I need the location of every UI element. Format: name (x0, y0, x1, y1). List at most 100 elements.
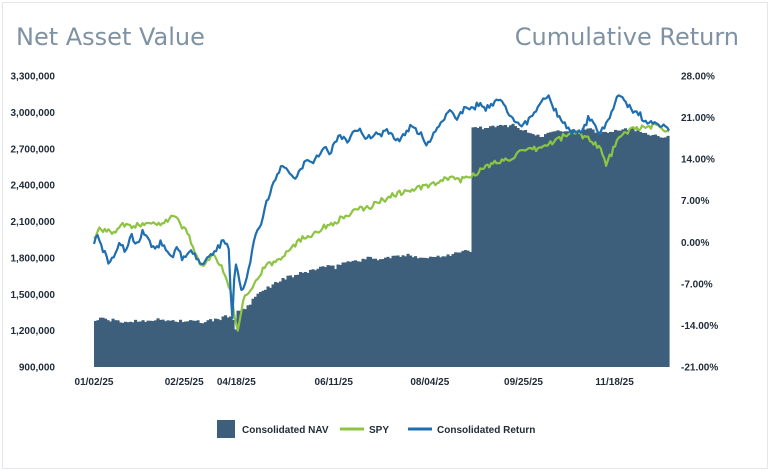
nav-bar (516, 128, 520, 367)
nav-bar (94, 320, 98, 367)
y-right-tick-label: 14.00% (681, 155, 715, 166)
nav-bar (206, 320, 210, 367)
y-left-tick-label: 900,000 (19, 363, 56, 374)
nav-bar (371, 258, 375, 367)
nav-bar (194, 320, 198, 367)
nav-bar (291, 277, 295, 367)
y-left-tick-label: 1,800,000 (11, 253, 56, 264)
nav-bar (416, 258, 420, 367)
nav-bar (246, 305, 250, 367)
nav-bar (181, 322, 185, 367)
nav-bar (566, 131, 570, 367)
y-right-tick-label: -14.00% (681, 321, 718, 332)
nav-bar (466, 250, 470, 367)
nav-bar (629, 127, 633, 368)
nav-bar (266, 286, 270, 367)
nav-bar (226, 317, 230, 367)
nav-bar (594, 132, 598, 367)
nav-bar (506, 127, 510, 368)
nav-bar (616, 130, 620, 367)
nav-bar (501, 125, 505, 368)
nav-bar (589, 128, 593, 367)
nav-bar (646, 134, 650, 367)
nav-bar (151, 320, 155, 367)
nav-bar (381, 259, 385, 367)
nav-bar (436, 255, 440, 367)
nav-bar (149, 320, 153, 367)
nav-bar (384, 257, 388, 367)
nav-bar (244, 309, 248, 367)
nav-bar (271, 284, 275, 367)
nav-bar (136, 321, 140, 367)
nav-bar (251, 298, 255, 367)
nav-bar (114, 320, 118, 367)
nav-bar (401, 255, 405, 367)
nav-bar (509, 125, 513, 367)
nav-bar (186, 321, 190, 367)
nav-bar (661, 137, 665, 367)
nav-bar (536, 134, 540, 367)
nav-bar (486, 128, 490, 367)
nav-bar (101, 317, 105, 367)
nav-bar (239, 310, 243, 367)
nav-bar (449, 255, 453, 367)
nav-bar (329, 265, 333, 367)
nav-bar (269, 287, 273, 367)
nav-bar (609, 131, 613, 367)
nav-bar (426, 258, 430, 367)
nav-bar (119, 322, 123, 367)
nav-bar (336, 264, 340, 367)
y-right-tick-label: 21.00% (681, 113, 715, 124)
nav-bar (611, 132, 615, 367)
nav-bar (279, 281, 283, 367)
consolidated-return-line (92, 94, 670, 320)
nav-bar (231, 319, 235, 367)
nav-bar (659, 137, 663, 367)
nav-bar (601, 131, 605, 367)
nav-bar (576, 131, 580, 367)
nav-bar (649, 135, 653, 367)
nav-bar (346, 261, 350, 367)
nav-bar (184, 321, 188, 367)
nav-bar (211, 321, 215, 367)
nav-bar (126, 322, 130, 367)
nav-bar (276, 282, 280, 367)
nav-bar (619, 130, 623, 367)
nav-bar (599, 133, 603, 367)
nav-bar (356, 261, 360, 367)
nav-bar (666, 135, 670, 367)
nav-bar (474, 127, 478, 368)
nav-bar (284, 279, 288, 367)
nav-bar (484, 127, 488, 368)
nav-bar (309, 269, 313, 367)
nav-bar (456, 252, 460, 367)
y-right-tick-label: 7.00% (681, 196, 709, 207)
nav-bar (561, 131, 565, 367)
nav-bar (454, 252, 458, 367)
y-left-tick-label: 1,500,000 (11, 290, 56, 301)
nav-bar (654, 134, 658, 367)
nav-bar (586, 128, 590, 367)
nav-bar (631, 128, 635, 367)
nav-bar (519, 130, 523, 367)
nav-bar (241, 308, 245, 367)
nav-bar (214, 318, 218, 367)
nav-bar (614, 129, 618, 367)
nav-bar (651, 134, 655, 367)
nav-bar (306, 272, 310, 367)
x-tick-label: 04/18/25 (217, 377, 256, 388)
nav-bar (514, 126, 518, 367)
nav-bar (394, 255, 398, 367)
nav-bar (319, 266, 323, 367)
nav-bar (366, 256, 370, 367)
x-tick-label: 01/02/25 (75, 377, 114, 388)
nav-bar (351, 260, 355, 367)
nav-bar (406, 253, 410, 367)
nav-bar (159, 319, 163, 367)
nav-bar (419, 257, 423, 367)
nav-bar (264, 289, 268, 367)
y-right-tick-label: -21.00% (681, 363, 718, 374)
nav-bars (94, 123, 670, 368)
nav-bar (494, 127, 498, 367)
